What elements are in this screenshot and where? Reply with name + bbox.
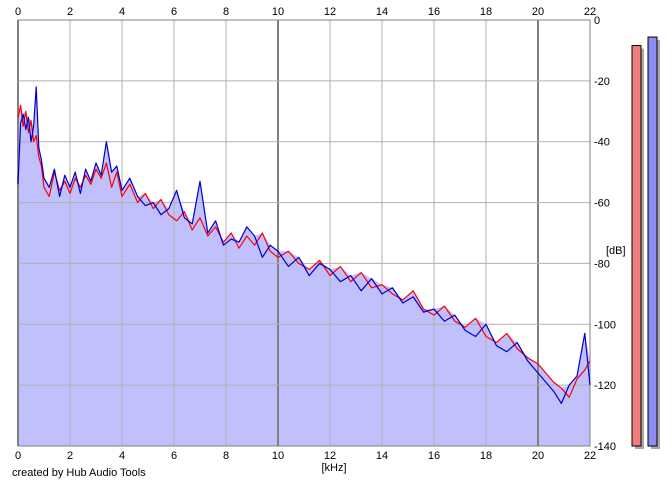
- x-tick-label-bottom: 14: [376, 450, 388, 462]
- y-tick-label: -20: [594, 76, 610, 88]
- x-tick-label-top: 8: [223, 6, 229, 18]
- x-tick-label-bottom: 16: [428, 450, 440, 462]
- meter-bar-right: [647, 36, 658, 447]
- series-group: [17, 86, 591, 404]
- grid: [17, 19, 591, 447]
- y-tick-label: -120: [594, 380, 616, 392]
- x-tick-label-top: 18: [480, 6, 492, 18]
- y-tick-label: -80: [594, 258, 610, 270]
- x-tick-label-bottom: 2: [67, 450, 73, 462]
- y-tick-label: -100: [594, 319, 616, 331]
- x-tick-label-top: 20: [532, 6, 544, 18]
- y-tick-label: -60: [594, 198, 610, 210]
- x-tick-label-bottom: 18: [480, 450, 492, 462]
- x-tick-label-top: 6: [171, 6, 177, 18]
- meter-bar-left: [631, 45, 642, 447]
- series-line-left: [17, 104, 591, 398]
- x-tick-label-top: 14: [376, 6, 388, 18]
- series-line-right: [17, 86, 591, 404]
- plot-frame: [17, 19, 591, 447]
- x-tick-label-bottom: 8: [223, 450, 229, 462]
- x-tick-label-bottom: 6: [171, 450, 177, 462]
- x-tick-label-top: 12: [324, 6, 336, 18]
- x-tick-label-top: 0: [15, 6, 21, 18]
- x-tick-label-bottom: 10: [272, 450, 284, 462]
- x-tick-label-bottom: 20: [532, 450, 544, 462]
- y-tick-label: -40: [594, 137, 610, 149]
- x-tick-label-top: 4: [119, 6, 125, 18]
- x-tick-label-bottom: 4: [119, 450, 125, 462]
- credit-text: created by Hub Audio Tools: [12, 467, 146, 479]
- x-tick-label-bottom: 0: [15, 450, 21, 462]
- y-tick-label: -140: [594, 441, 616, 453]
- x-tick-label-bottom: 12: [324, 450, 336, 462]
- x-axis-label: [kHz]: [321, 462, 346, 474]
- axis-labels: 002244668810101212141416161818202022220-…: [15, 6, 616, 462]
- y-tick-label: 0: [594, 15, 600, 27]
- x-tick-label-top: 2: [67, 6, 73, 18]
- x-tick-label-top: 16: [428, 6, 440, 18]
- level-meters: [631, 36, 660, 450]
- y-axis-label: [dB]: [606, 245, 626, 257]
- x-tick-label-top: 10: [272, 6, 284, 18]
- x-tick-label-bottom: 22: [584, 450, 596, 462]
- x-tick-label-top: 22: [584, 6, 596, 18]
